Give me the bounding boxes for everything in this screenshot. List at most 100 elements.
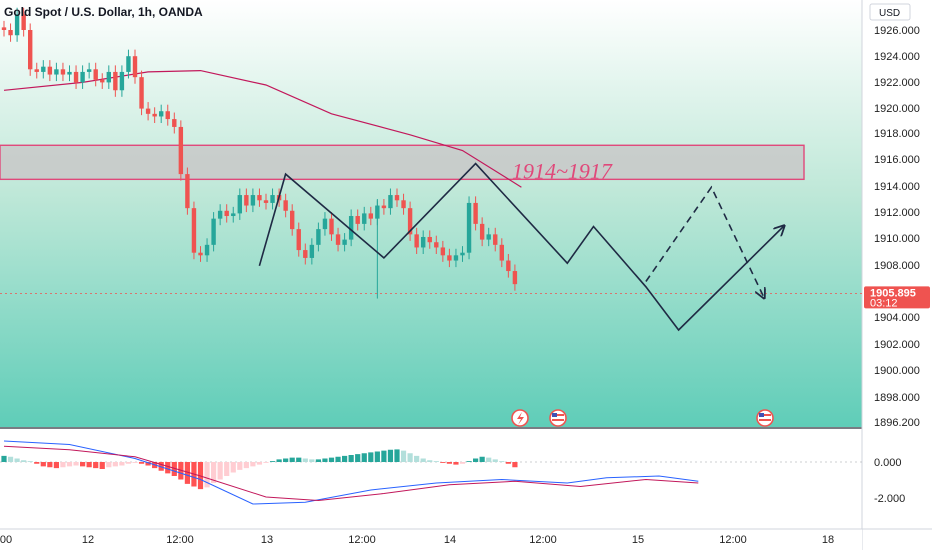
- candle[interactable]: [440, 240, 446, 262]
- candle[interactable]: [119, 65, 125, 97]
- candle[interactable]: [60, 62, 66, 82]
- candle[interactable]: [152, 107, 157, 124]
- candle[interactable]: [486, 227, 491, 247]
- candle[interactable]: [368, 206, 373, 226]
- last-price-tag[interactable]: [864, 286, 930, 309]
- candle[interactable]: [309, 238, 315, 265]
- candle-body: [263, 200, 269, 203]
- candle[interactable]: [139, 70, 144, 116]
- us-flag-event-icon[interactable]: [549, 409, 567, 427]
- candle[interactable]: [41, 60, 46, 79]
- candle[interactable]: [407, 201, 413, 241]
- candle[interactable]: [159, 104, 164, 124]
- candle[interactable]: [204, 238, 210, 262]
- candle[interactable]: [132, 49, 138, 84]
- candle[interactable]: [296, 222, 301, 257]
- candle[interactable]: [283, 193, 288, 218]
- candle[interactable]: [211, 212, 216, 252]
- countdown-value: 03:12: [870, 297, 898, 309]
- candle[interactable]: [270, 188, 275, 210]
- price-axis[interactable]: [862, 0, 932, 550]
- candle[interactable]: [172, 112, 177, 134]
- candle[interactable]: [355, 209, 360, 231]
- candle[interactable]: [191, 201, 197, 260]
- candle[interactable]: [198, 246, 203, 262]
- candle[interactable]: [93, 62, 98, 87]
- candle[interactable]: [217, 204, 223, 226]
- currency-box[interactable]: [869, 3, 911, 21]
- candle[interactable]: [257, 188, 262, 207]
- macd-histogram-bar: [237, 462, 243, 470]
- lightning-event-icon[interactable]: [511, 409, 529, 427]
- candle[interactable]: [1, 20, 7, 37]
- candle[interactable]: [28, 23, 33, 76]
- moving-average-line[interactable]: [3, 69, 522, 188]
- candle[interactable]: [113, 65, 118, 97]
- candle[interactable]: [126, 49, 131, 79]
- candle[interactable]: [479, 217, 485, 247]
- zone-label[interactable]: 1914~1917: [512, 158, 613, 183]
- macd-histogram-bar: [414, 455, 420, 462]
- candle[interactable]: [8, 23, 13, 42]
- candle[interactable]: [421, 230, 426, 255]
- candle[interactable]: [335, 227, 341, 252]
- candle[interactable]: [394, 188, 400, 207]
- candle[interactable]: [21, 7, 26, 37]
- macd-line[interactable]: [3, 440, 699, 505]
- candle[interactable]: [73, 65, 79, 89]
- candle[interactable]: [381, 198, 387, 215]
- candle[interactable]: [106, 65, 111, 89]
- pattern-trend-line[interactable]: [258, 162, 783, 332]
- candle[interactable]: [224, 204, 229, 223]
- candle[interactable]: [348, 209, 354, 247]
- candle[interactable]: [316, 222, 321, 252]
- candle[interactable]: [100, 73, 105, 89]
- us-flag-event-icon[interactable]: [756, 409, 774, 427]
- candle[interactable]: [34, 62, 39, 79]
- candle[interactable]: [86, 62, 92, 79]
- candle[interactable]: [460, 246, 465, 262]
- resistance-zone[interactable]: [0, 144, 805, 181]
- candle[interactable]: [506, 254, 511, 278]
- candle[interactable]: [342, 233, 347, 252]
- candle[interactable]: [512, 264, 518, 291]
- candle[interactable]: [447, 248, 452, 268]
- candle[interactable]: [244, 188, 249, 213]
- candle[interactable]: [322, 212, 328, 236]
- candle[interactable]: [466, 196, 472, 260]
- candle[interactable]: [250, 188, 256, 213]
- candle[interactable]: [329, 212, 334, 241]
- candle[interactable]: [185, 167, 190, 215]
- candle[interactable]: [165, 104, 170, 126]
- candle[interactable]: [434, 235, 439, 255]
- candle[interactable]: [54, 62, 59, 82]
- symbol-title[interactable]: Gold Spot / U.S. Dollar, 1h, OANDA: [4, 5, 203, 19]
- candle[interactable]: [362, 206, 367, 231]
- candle[interactable]: [303, 243, 308, 265]
- candle[interactable]: [499, 238, 504, 268]
- candle[interactable]: [231, 206, 236, 223]
- projection-dashed-line[interactable]: [645, 185, 764, 297]
- signal-line[interactable]: [3, 445, 699, 502]
- candle[interactable]: [237, 188, 242, 220]
- candle[interactable]: [493, 227, 498, 252]
- candle[interactable]: [401, 193, 406, 215]
- candle[interactable]: [47, 60, 53, 82]
- candle[interactable]: [178, 120, 184, 181]
- candle[interactable]: [453, 248, 459, 268]
- candle[interactable]: [67, 65, 72, 82]
- candle[interactable]: [427, 230, 432, 249]
- candle[interactable]: [80, 65, 85, 89]
- candle-body: [198, 252, 203, 256]
- candle[interactable]: [263, 193, 269, 210]
- candle[interactable]: [473, 196, 478, 231]
- macd-histogram-bar: [368, 452, 374, 462]
- time-axis[interactable]: [0, 529, 862, 550]
- candle[interactable]: [414, 227, 419, 255]
- candle[interactable]: [290, 204, 295, 236]
- candle[interactable]: [388, 188, 393, 215]
- candle[interactable]: [14, 7, 20, 42]
- currency-label[interactable]: USD: [879, 8, 900, 19]
- candle[interactable]: [145, 102, 151, 121]
